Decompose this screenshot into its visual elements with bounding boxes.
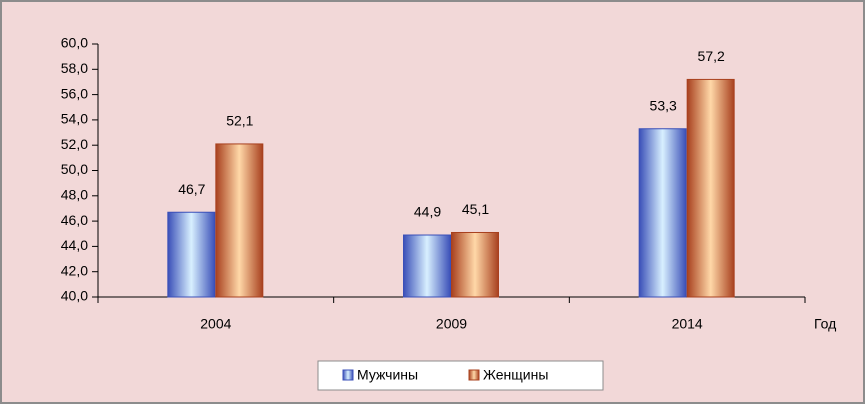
x-axis-label: Год	[814, 316, 836, 332]
value-label: 57,2	[698, 48, 725, 64]
legend-box	[317, 360, 604, 391]
y-tick-label: 60,0	[61, 35, 88, 51]
y-tick-label: 52,0	[61, 136, 88, 152]
bar	[167, 211, 216, 298]
y-tick-label: 54,0	[61, 111, 88, 127]
y-tick-label: 50,0	[61, 161, 88, 177]
y-tick-label: 56,0	[61, 85, 88, 101]
legend-swatch	[342, 369, 354, 381]
bar	[215, 143, 264, 298]
value-label: 45,1	[462, 201, 489, 217]
value-label: 52,1	[226, 113, 253, 129]
value-label: 53,3	[650, 97, 677, 113]
bar	[403, 234, 451, 298]
bar	[451, 231, 499, 298]
y-tick-label: 58,0	[61, 60, 88, 76]
y-tick-label: 46,0	[61, 212, 88, 228]
x-tick-label: 2009	[436, 316, 467, 332]
bar	[686, 78, 735, 298]
legend-label: Женщины	[483, 367, 548, 383]
y-tick-label: 44,0	[61, 237, 88, 253]
y-tick-label: 42,0	[61, 262, 88, 278]
x-tick-label: 2004	[200, 316, 231, 332]
bar	[638, 128, 687, 298]
x-tick-label: 2014	[672, 316, 703, 332]
y-tick-label: 40,0	[61, 288, 88, 304]
legend-swatch	[468, 369, 480, 381]
y-tick-label: 48,0	[61, 187, 88, 203]
legend-label: Мужчины	[357, 367, 418, 383]
value-label: 44,9	[414, 204, 441, 220]
value-label: 46,7	[178, 181, 205, 197]
